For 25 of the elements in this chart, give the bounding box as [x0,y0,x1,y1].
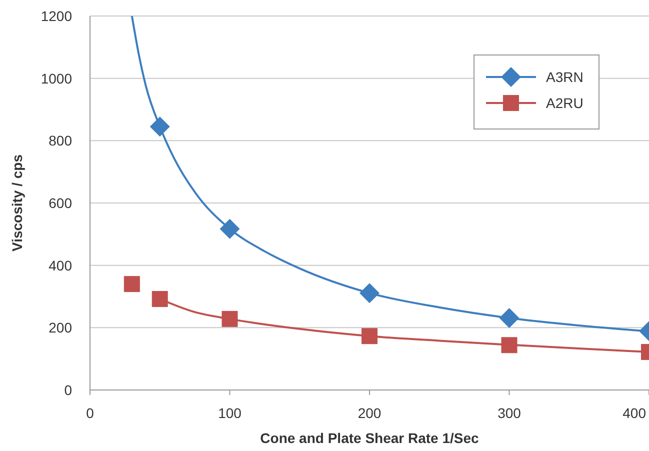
x-tick-label: 200 [358,405,382,421]
y-tick-label: 600 [48,195,72,211]
y-tick-label: 400 [48,257,72,274]
y-tick-label: 1200 [40,8,72,24]
x-tick-label: 300 [498,405,522,421]
point [360,283,380,304]
x-tick-label: 400 [622,405,646,421]
point [222,310,238,327]
point [501,337,518,354]
point [362,328,378,344]
legend-label: A3RN [546,69,584,85]
point [150,116,170,137]
legend-label: A2RU [546,95,584,111]
y-tick-label: 800 [48,132,72,149]
x-tick-label: 100 [218,405,242,421]
y-tick-label: 0 [64,382,72,398]
y-axis-title: Viscosity / cps [9,154,25,252]
y-tick-label: 200 [48,320,72,336]
x-axis-title: Cone and Plate Shear Rate 1/Sec [260,430,480,446]
point [152,290,168,307]
point [499,308,520,328]
point [220,218,240,239]
point [124,276,140,292]
y-tick-label: 1000 [40,70,72,86]
x-tick-label: 0 [86,405,94,421]
